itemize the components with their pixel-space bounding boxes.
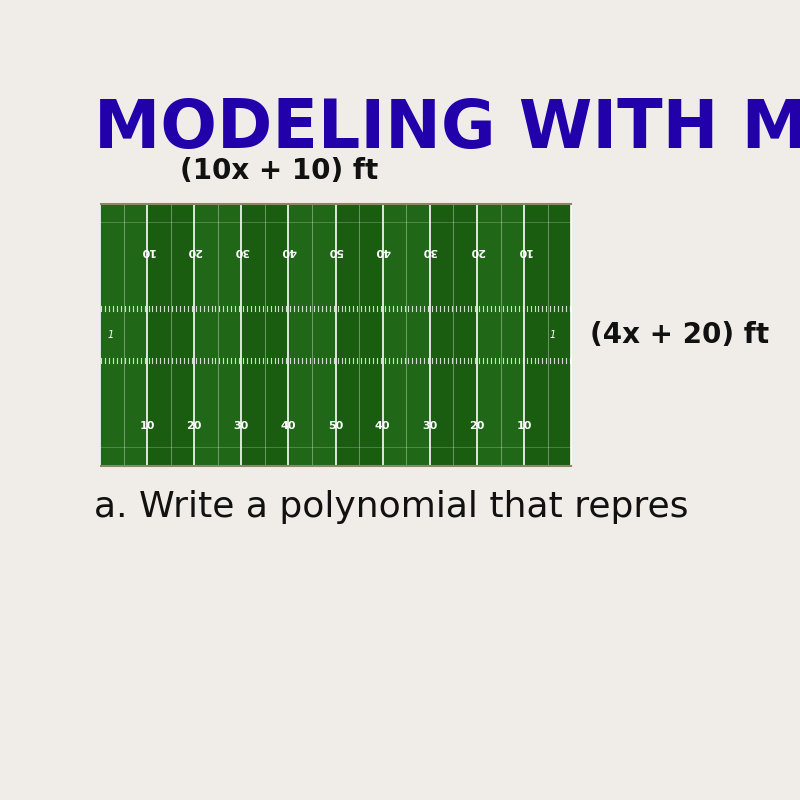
Bar (477, 204, 524, 466)
Bar (194, 204, 242, 466)
Text: (4x + 20) ft: (4x + 20) ft (590, 321, 769, 349)
Text: 10: 10 (516, 422, 532, 431)
Text: 1: 1 (550, 330, 556, 340)
Bar (100, 204, 147, 466)
Text: 30: 30 (422, 422, 438, 431)
Text: 40: 40 (281, 246, 296, 256)
Text: 50: 50 (328, 246, 343, 256)
Text: a. Write a polynomial that repres: a. Write a polynomial that repres (94, 490, 688, 524)
Text: 40: 40 (281, 422, 296, 431)
Bar (100, 204, 571, 466)
Text: 20: 20 (470, 246, 485, 256)
Text: 40: 40 (375, 246, 390, 256)
Text: (10x + 10) ft: (10x + 10) ft (180, 158, 378, 186)
Text: 10: 10 (139, 422, 155, 431)
Text: 30: 30 (422, 246, 438, 256)
Text: 1: 1 (107, 330, 114, 340)
Text: 10: 10 (139, 246, 155, 256)
Bar (289, 204, 336, 466)
Text: 40: 40 (375, 422, 390, 431)
Bar (382, 204, 430, 466)
Text: 10: 10 (516, 246, 532, 256)
Text: 20: 20 (186, 246, 202, 256)
Text: 30: 30 (234, 246, 249, 256)
Text: 20: 20 (186, 422, 202, 431)
Text: 20: 20 (470, 422, 485, 431)
Text: 30: 30 (234, 422, 249, 431)
Text: MODELING WITH MATHEMA: MODELING WITH MATHEMA (94, 96, 800, 162)
Text: 50: 50 (328, 422, 343, 431)
